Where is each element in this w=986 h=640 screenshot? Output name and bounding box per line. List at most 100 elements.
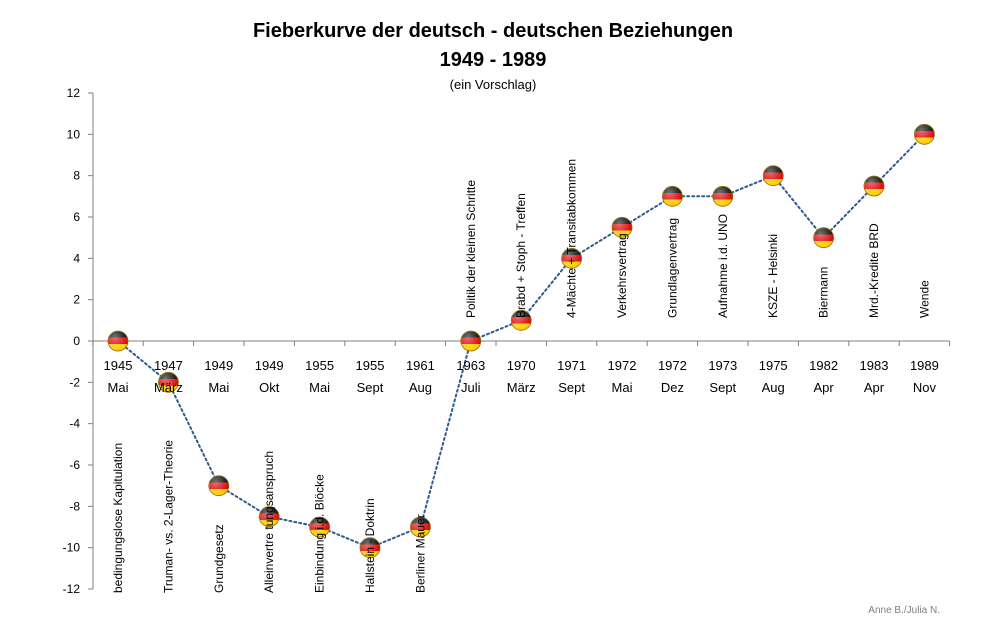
x-category-year: 1972: [608, 358, 637, 373]
x-category-year: 1961: [406, 358, 435, 373]
data-point-marker: [712, 185, 734, 207]
marker-shine: [208, 475, 229, 496]
chart-subtitle: (ein Vorschlag): [450, 77, 537, 92]
y-tick-label: -2: [69, 375, 80, 389]
x-category-month: Mai: [309, 380, 330, 395]
x-category-year: 1970: [507, 358, 536, 373]
x-category-month: Aug: [409, 380, 432, 395]
axes: -12 -10 -8 -6 -4 -2 0 2 4 6 8 10 12: [63, 86, 951, 596]
marker-shine: [360, 537, 380, 558]
data-point-marker: [157, 371, 179, 393]
x-category-year: 1945: [104, 358, 133, 373]
event-label: Hallstein - Doktrin: [363, 498, 377, 593]
data-point-marker: [460, 330, 482, 352]
y-tick-label: 6: [73, 210, 80, 224]
x-category-year: 1949: [255, 358, 284, 373]
x-category-month: März: [507, 380, 536, 395]
x-category-year: 1972: [658, 358, 687, 373]
event-label: Brabd + Stoph - Treffen: [514, 193, 528, 318]
x-category-year: 1947: [154, 358, 183, 373]
event-label: Grundgesetz: [212, 524, 226, 593]
marker-shine: [259, 506, 280, 527]
data-point-marker: [359, 537, 381, 559]
marker-shine: [561, 248, 582, 269]
y-tick-label: 2: [73, 293, 80, 307]
x-category-year: 1982: [809, 358, 838, 373]
y-tick-label: -4: [69, 417, 80, 431]
event-label: Alleinvertre tungsanspruch: [262, 451, 276, 593]
y-tick-label: -10: [63, 541, 81, 555]
event-label: Politik der kleinen Schritte: [464, 180, 478, 318]
data-point-marker: [510, 309, 532, 331]
x-category-month: Sept: [558, 380, 585, 395]
marker-shine: [712, 186, 733, 207]
event-label: Verkehrsvertrag: [615, 233, 629, 318]
x-category-year: 1975: [759, 358, 788, 373]
marker-shine: [763, 165, 784, 186]
x-category-year: 1949: [204, 358, 233, 373]
y-tick-label: -12: [63, 582, 81, 596]
marker-shine: [914, 124, 935, 145]
event-label: Biermann: [817, 267, 831, 318]
marker-shine: [108, 331, 128, 351]
x-category-year: 1963: [456, 358, 485, 373]
x-category-year: 1955: [305, 358, 334, 373]
x-category-month: März: [154, 380, 183, 395]
chart-title-line1: Fieberkurve der deutsch - deutschen Bezi…: [253, 20, 733, 42]
y-tick-label: 4: [73, 251, 80, 265]
y-tick-label: 0: [73, 334, 80, 348]
event-label: bedingungslose Kapitulation: [111, 443, 125, 593]
data-point-marker: [863, 175, 885, 197]
event-annotations: bedingungslose Kapitulation Truman- vs. 2…: [111, 159, 931, 593]
marker-shine: [511, 310, 532, 331]
event-label: Einbindung i.d. Blöcke: [313, 474, 327, 593]
x-category-month: Juli: [461, 380, 481, 395]
x-category-year: 1983: [860, 358, 889, 373]
data-point-marker: [662, 185, 683, 207]
data-point-marker: [762, 165, 784, 187]
data-point-marker: [258, 506, 280, 528]
data-point-marker: [611, 216, 633, 238]
x-category-month: Mai: [208, 380, 229, 395]
event-label: 4-Mächte + Transitabkommen: [565, 159, 579, 318]
y-tick-label: 10: [67, 127, 81, 141]
x-category-month: Apr: [813, 380, 834, 395]
data-point-marker: [309, 516, 331, 538]
y-tick-label: 8: [73, 169, 80, 183]
event-label: Truman- vs. 2-Lager-Theorie: [161, 440, 175, 593]
x-category-month: Sept: [709, 380, 736, 395]
y-tick-label: 12: [67, 86, 81, 100]
x-category-year: 1973: [708, 358, 737, 373]
data-point-marker: [409, 516, 431, 538]
x-category-month: Mai: [612, 380, 633, 395]
x-category-year: 1971: [557, 358, 586, 373]
x-category-month: Dez: [661, 380, 684, 395]
x-category-month: Apr: [864, 380, 885, 395]
x-category-month: Okt: [259, 380, 280, 395]
marker-shine: [864, 176, 884, 196]
marker-shine: [410, 517, 431, 537]
event-label: Berliner Mauer: [413, 514, 427, 593]
data-point-marker: [208, 475, 230, 497]
x-category-month: Nov: [913, 380, 937, 395]
data-markers: [107, 123, 935, 559]
x-category-year: 1989: [910, 358, 939, 373]
y-tick-label: -6: [69, 458, 80, 472]
marker-shine: [158, 372, 179, 393]
x-category-month: Aug: [762, 380, 785, 395]
marker-shine: [662, 186, 683, 207]
y-tick-label: -8: [69, 499, 80, 513]
category-labels: 1945 Mai 1947 März 1949 Mai 1949 Okt 1955 Mai 1955…: [104, 358, 939, 395]
data-point-marker: [813, 227, 834, 249]
marker-shine: [460, 331, 481, 351]
chart-title-line2: 1949 - 1989: [440, 49, 547, 71]
data-point-marker: [561, 247, 582, 269]
marker-shine: [309, 517, 330, 537]
event-label: Aufnahme i.d. UNO: [716, 214, 730, 318]
marker-shine: [612, 217, 632, 238]
marker-shine: [813, 227, 834, 248]
event-label: KSZE - Helsinki: [766, 234, 780, 318]
x-category-month: Mai: [108, 380, 129, 395]
